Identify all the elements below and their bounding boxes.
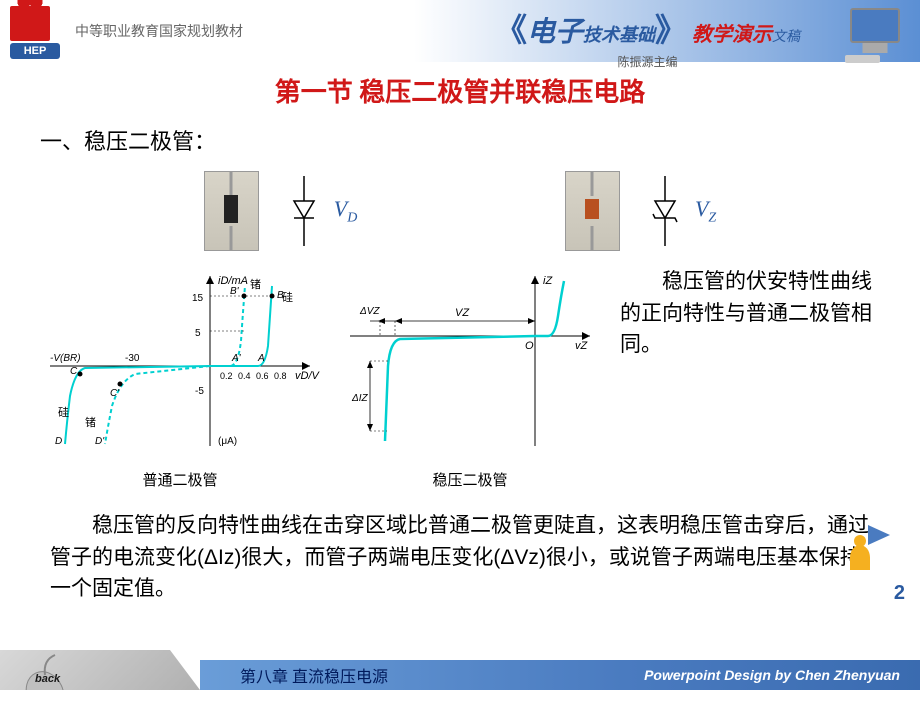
charts-row: iD/mA vD/V 5 15 0.2 0.4 0.6 0.8 -30 -5 [40,266,880,490]
svg-text:ΔVZ: ΔVZ [359,306,380,317]
svg-text:C': C' [110,388,120,399]
zener-symbol-icon [645,176,685,246]
computer-icon [840,8,910,58]
footer-left: back [0,650,200,690]
chart-1: iD/mA vD/V 5 15 0.2 0.4 0.6 0.8 -30 -5 [40,266,320,490]
svg-text:A': A' [231,353,242,364]
right-text: 稳压管的伏安特性曲线的正向特性与普通二极管相同。 [620,266,880,361]
svg-text:ΔIZ: ΔIZ [351,393,368,404]
title-main: 电子 [527,10,583,50]
page-number: 2 [894,582,905,605]
svg-text:-5: -5 [195,386,204,397]
svg-text:15: 15 [192,293,204,304]
svg-text:vZ: vZ [575,340,589,352]
svg-text:0.4: 0.4 [238,371,251,381]
bracket-left: 《 [495,5,527,51]
svg-text:-30: -30 [125,353,140,364]
svg-text:VZ: VZ [455,307,470,319]
svg-text:C: C [70,366,78,377]
diode-row: VD VZ [40,171,880,251]
footer: back 第八章 直流稳压电源 Powerpoint Design by Che… [0,650,920,690]
svg-text:iZ: iZ [543,275,553,287]
svg-text:B': B' [230,286,240,297]
svg-text:(μA): (μA) [218,436,237,447]
content-area: 第一节 稳压二极管并联稳压电路 一、稳压二极管： VD [0,62,920,650]
subtitle-1: 一、稳压二极管： [40,124,880,156]
svg-text:0.6: 0.6 [256,371,269,381]
svg-text:D': D' [95,436,105,447]
svg-text:锗: 锗 [250,277,261,291]
section-title: 第一节 稳压二极管并联稳压电路 [40,72,880,109]
header-title: 《 电子 技术基础 》 教学演示 文稿 陈振源主编 [495,5,800,70]
vz-label: VZ [695,196,716,226]
vd-label: VD [334,196,358,226]
bracket-right: 》 [655,5,687,51]
svg-text:硅: 硅 [58,406,69,419]
hep-label: HEP [10,43,60,59]
chart-1-svg: iD/mA vD/V 5 15 0.2 0.4 0.6 0.8 -30 -5 [40,266,320,456]
chart2-caption: 稳压二极管 [340,469,600,490]
title-red: 教学演示 [692,18,772,47]
footer-chapter: 第八章 直流稳压电源 [200,660,624,690]
back-button[interactable]: back [35,673,60,685]
chart-2: iZ vZ O VZ ΔVZ [340,266,600,490]
announce-icon[interactable] [835,520,890,575]
header-subtitle: 中等职业教育国家规划教材 [75,21,243,41]
svg-text:D: D [55,436,62,447]
hep-logo: HEP [10,6,60,56]
chart-2-svg: iZ vZ O VZ ΔVZ [340,266,600,456]
diode-symbol-icon [284,176,324,246]
body-text: 稳压管的反向特性曲线在击穿区域比普通二极管更陡直，这表明稳压管击穿后，通过管子的… [40,510,880,605]
svg-text:vD/V: vD/V [295,370,320,382]
gift-icon [10,6,50,41]
diode-photo-1 [204,171,259,251]
title-small: 文稿 [772,26,800,46]
zener-diode-group: VZ [565,171,716,251]
svg-text:硅: 硅 [282,291,293,304]
svg-text:0.8: 0.8 [274,371,287,381]
svg-text:O: O [525,340,534,352]
svg-text:A: A [257,353,265,364]
svg-text:0.2: 0.2 [220,371,233,381]
svg-text:5: 5 [195,328,201,339]
title-sub: 技术基础 [583,21,655,47]
regular-diode-group: VD [204,171,358,251]
svg-text:锗: 锗 [85,415,96,429]
footer-credit: Powerpoint Design by Chen Zhenyuan [624,660,920,690]
svg-text:-V(BR): -V(BR) [50,353,81,364]
chart1-caption: 普通二极管 [40,469,320,490]
diode-photo-2 [565,171,620,251]
header: HEP 中等职业教育国家规划教材 《 电子 技术基础 》 教学演示 文稿 陈振源… [0,0,920,62]
